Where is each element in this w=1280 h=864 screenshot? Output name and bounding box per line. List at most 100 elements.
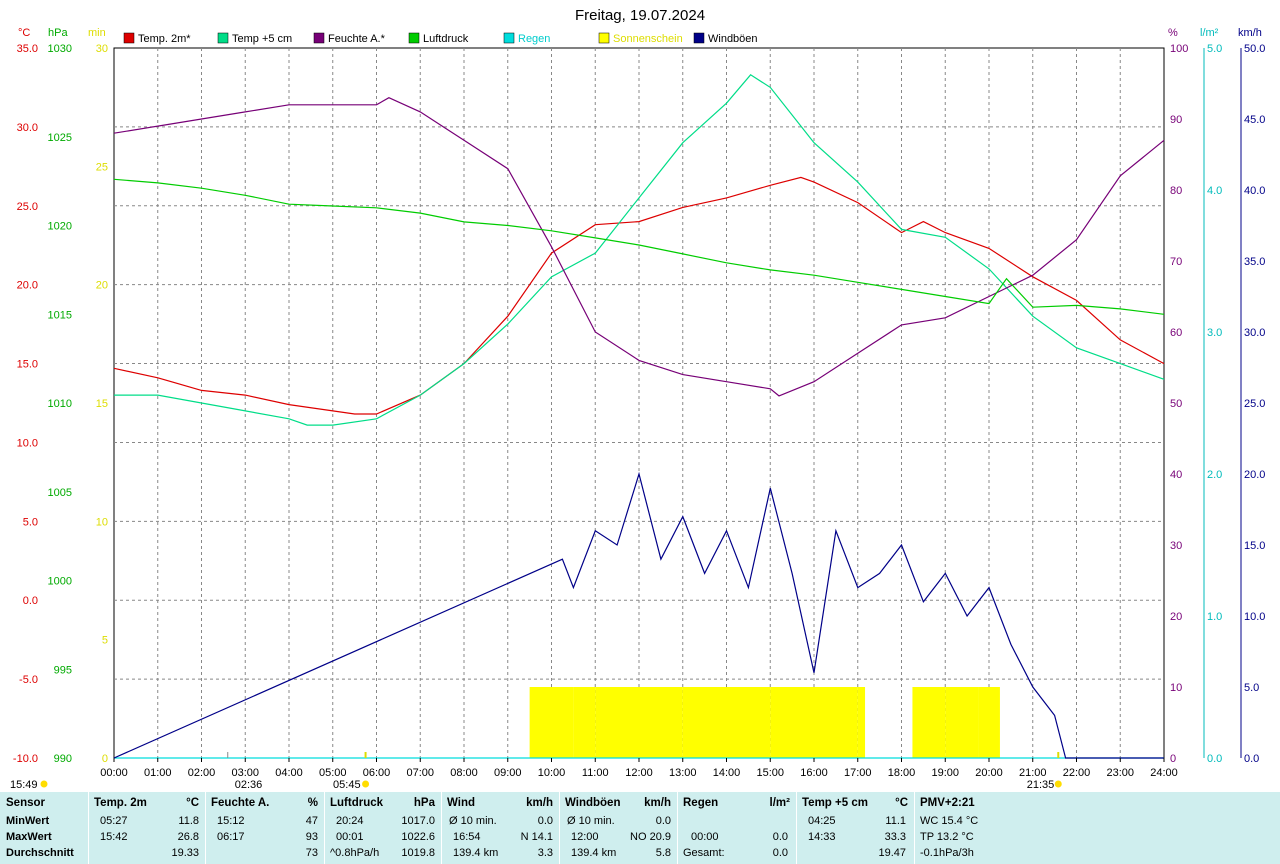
stats-pmv-pressure-trend: -0.1hPa/3h <box>920 847 974 859</box>
series-line-2 <box>113 97 1165 397</box>
statistics-table: Sensor MinWert MaxWert Durchschnitt Temp… <box>0 792 1280 864</box>
rain-tick-label: 5.0 <box>1207 43 1222 55</box>
grid <box>114 48 1164 758</box>
legend-label-4: Regen <box>518 33 550 45</box>
stats-wind-max-time: 16:54 <box>453 831 481 843</box>
stats-row-label-min: MinWert <box>6 815 50 827</box>
sunshine-bar <box>682 687 727 758</box>
x-tick-label: 03:00 <box>231 767 259 779</box>
stats-humidity-max-time: 06:17 <box>217 831 245 843</box>
wind-tick-label: 0.0 <box>1244 753 1259 765</box>
pressure-tick-label: 1010 <box>48 398 72 410</box>
chart-title: Freitag, 19.07.2024 <box>575 7 705 24</box>
stats-temp5-max-time: 14:33 <box>808 831 836 843</box>
stats-sensor-column: Sensor MinWert MaxWert Durchschnitt <box>0 792 89 864</box>
legend-swatch-6 <box>693 32 705 44</box>
temp-tick-label: -10.0 <box>13 753 38 765</box>
legend-swatch-2 <box>313 32 325 44</box>
stats-pressure-min-value: 1017.0 <box>401 815 435 827</box>
stats-pressure-min-time: 20:24 <box>336 815 364 827</box>
stats-wind-column: Wind km/h Ø 10 min. 0.0 16:54 N 14.1 139… <box>441 792 560 864</box>
sun-tick-label: 5 <box>102 635 108 647</box>
humidity-axis-unit: % <box>1168 27 1178 39</box>
sun-axis-unit: min <box>88 27 106 39</box>
stats-gusts-unit: km/h <box>644 797 671 809</box>
wind-tick-label: 30.0 <box>1244 327 1265 339</box>
x-axis: 00:00 01:00 02:00 03:00 04:00 05:00 06:00 07:00… <box>100 758 1178 779</box>
stats-humidity-header: Feuchte A. <box>211 797 270 809</box>
stats-temp2m-header: Temp. 2m <box>94 797 147 809</box>
stats-temp5-min-value: 11.1 <box>885 815 906 827</box>
legend-label-6: Windböen <box>708 33 758 45</box>
legend-swatch-3 <box>408 32 420 44</box>
temp-tick-label: 35.0 <box>17 43 38 55</box>
sunshine-bar <box>814 687 858 758</box>
wind-tick-label: 20.0 <box>1244 469 1265 481</box>
wind-tick-label: 15.0 <box>1244 540 1265 552</box>
sun-moon-markers: 05:45 21:35 02:36 15:49 <box>10 752 1062 790</box>
sun-tick-label: 25 <box>96 161 108 173</box>
x-tick-label: 07:00 <box>406 767 434 779</box>
stats-humidity-unit: % <box>307 797 318 809</box>
x-tick-label: 24:00 <box>1150 767 1178 779</box>
stats-temp5-header: Temp +5 cm <box>802 797 868 809</box>
temp-tick-label: 25.0 <box>17 201 38 213</box>
series-line-1 <box>114 74 1165 426</box>
stats-temp5-min-time: 04:25 <box>808 815 836 827</box>
x-tick-label: 01:00 <box>144 767 172 779</box>
stats-wind-max-value: N 14.1 <box>520 831 553 843</box>
x-tick-label: 14:00 <box>713 767 741 779</box>
legend: Temp. 2m* Temp +5 cm Feuchte A.* Luftdruck R… <box>123 32 758 45</box>
stats-gusts-avg-value: 5.8 <box>655 847 671 859</box>
humidity-tick-label: 40 <box>1170 469 1182 481</box>
rain-axis-unit: l/m² <box>1200 27 1219 39</box>
wind-axis-unit: km/h <box>1238 27 1262 39</box>
stats-temp2m-min-value: 11.8 <box>178 815 199 827</box>
x-tick-label: 02:00 <box>188 767 216 779</box>
pressure-tick-label: 995 <box>54 664 72 676</box>
legend-label-2: Feuchte A.* <box>328 33 386 45</box>
stats-gusts-distance: 139.4 km <box>571 847 617 859</box>
stats-gusts-column: Windböen km/h Ø 10 min. 0.0 12:00 NO 20.… <box>559 792 678 864</box>
rain-tick-label: 3.0 <box>1207 327 1222 339</box>
stats-rain-unit: l/m² <box>769 797 790 809</box>
stats-temp5-avg-value: 19.47 <box>878 847 906 859</box>
stats-temp5-column: Temp +5 cm °C 04:25 11.1 14:33 33.3 19.4… <box>796 792 915 864</box>
stats-temp2m-unit: °C <box>186 797 199 809</box>
rain-tick-label: 2.0 <box>1207 469 1222 481</box>
stats-pressure-column: Luftdruck hPa 20:24 1017.0 00:01 1022.6 … <box>324 792 442 864</box>
stats-row-label-max: MaxWert <box>6 831 52 843</box>
stats-wind-avg-value: 3.3 <box>537 847 553 859</box>
pressure-tick-label: 1015 <box>48 309 72 321</box>
stats-gusts-max-value: NO 20.9 <box>630 831 671 843</box>
legend-swatch-4 <box>503 32 515 44</box>
pressure-axis-unit: hPa <box>48 27 68 39</box>
stats-pressure-max-value: 1022.6 <box>401 831 435 843</box>
x-tick-label: 22:00 <box>1063 767 1091 779</box>
pressure-tick-label: 1005 <box>48 487 72 499</box>
sunshine-bar <box>857 687 866 758</box>
humidity-tick-label: 70 <box>1170 256 1182 268</box>
x-tick-label: 06:00 <box>363 767 391 779</box>
legend-swatch-0 <box>123 32 135 44</box>
stats-gusts-min-label: Ø 10 min. <box>567 815 615 827</box>
stats-humidity-max-value: 93 <box>305 831 318 843</box>
stats-gusts-max-time: 12:00 <box>571 831 599 843</box>
pressure-tick-label: 1020 <box>48 221 72 233</box>
stats-pressure-max-time: 00:01 <box>336 831 364 843</box>
humidity-tick-label: 30 <box>1170 540 1182 552</box>
humidity-tick-label: 0 <box>1170 753 1176 765</box>
sunshine-bar <box>551 687 574 758</box>
sunset-label: 21:35 <box>1027 779 1055 790</box>
sunshine-bar <box>639 687 683 758</box>
wind-tick-label: 35.0 <box>1244 256 1265 268</box>
x-tick-label: 09:00 <box>494 767 522 779</box>
x-tick-label: 10:00 <box>538 767 566 779</box>
sunshine-bar <box>770 687 814 758</box>
rain-tick-label: 1.0 <box>1207 611 1222 623</box>
stats-rain-max-time: 00:00 <box>691 831 719 843</box>
sun-tick-label: 20 <box>96 280 108 292</box>
weather-chart: Freitag, 19.07.2024 Temp. 2m* Temp +5 cm F… <box>10 7 1266 790</box>
x-tick-label: 08:00 <box>450 767 478 779</box>
pressure-tick-label: 990 <box>54 753 72 765</box>
